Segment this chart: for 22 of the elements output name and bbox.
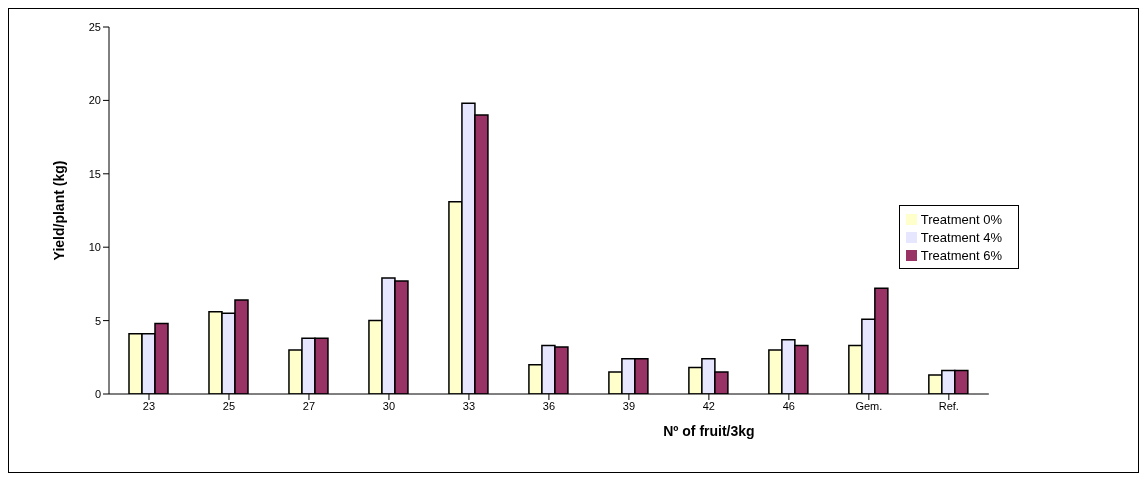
y-tick-label: 15 — [88, 167, 101, 180]
x-tick-label: 36 — [542, 399, 556, 412]
x-axis-title: Nº of fruit/3kg — [663, 423, 755, 439]
legend-label: Treatment 0% — [920, 211, 1002, 227]
x-tick-label: Ref. — [938, 399, 959, 412]
x-tick-label: 23 — [142, 399, 156, 412]
x-tick-label: 46 — [782, 399, 795, 412]
x-tick-label: 39 — [622, 399, 636, 412]
x-tick-label: 33 — [462, 399, 476, 412]
y-tick-label: 25 — [88, 20, 101, 33]
y-tick-label: 20 — [88, 94, 101, 107]
x-tick-label: 25 — [222, 399, 236, 412]
x-tick-label: 30 — [382, 399, 396, 412]
legend-label: Treatment 6% — [920, 247, 1002, 263]
x-tick-label: 42 — [702, 399, 716, 412]
x-tick-label: Gem. — [855, 399, 883, 412]
y-tick-label: 5 — [94, 314, 101, 327]
y-axis-title: Yield/plant (kg) — [50, 160, 67, 261]
legend-label: Treatment 4% — [920, 229, 1002, 245]
x-tick-label: 27 — [302, 399, 316, 412]
y-tick-label: 0 — [94, 387, 101, 400]
y-tick-label: 10 — [88, 241, 101, 254]
